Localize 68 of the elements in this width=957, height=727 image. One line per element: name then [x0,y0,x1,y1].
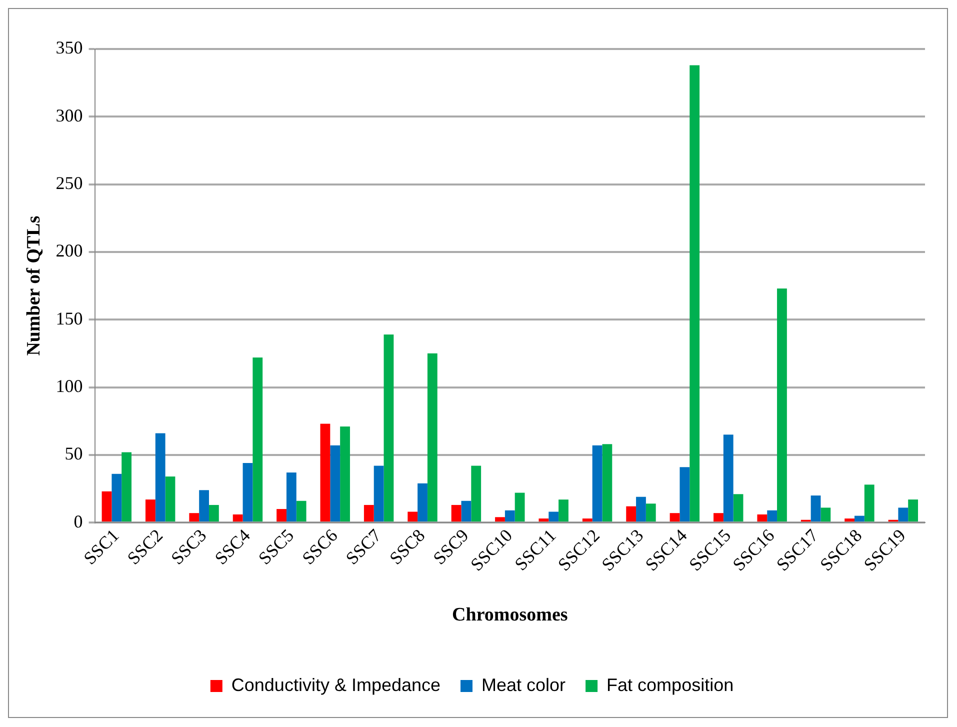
bar [733,494,744,522]
bar [810,495,821,522]
bar [252,357,263,522]
bar [626,506,636,522]
y-tick-label: 150 [56,308,83,328]
bar [558,500,568,522]
bar [646,504,656,522]
bar [690,65,700,522]
y-tick-label: 350 [56,38,83,58]
legend-label: Conductivity & Impedance [231,674,441,695]
legend-label: Meat color [482,674,566,695]
bar [330,445,340,522]
y-tick-label: 300 [56,105,83,126]
bar [538,518,549,522]
bar [670,513,680,522]
bar [495,517,505,522]
y-tick-label: 100 [56,376,83,396]
bar [514,492,525,522]
bar [451,504,462,522]
x-axis-title: Chromosomes [452,604,568,626]
bar [296,500,306,522]
bar [199,490,209,522]
bar [208,504,219,522]
bar [680,467,690,522]
bar [408,512,418,522]
y-tick-label: 0 [74,511,83,532]
y-tick-label: 250 [56,173,83,194]
bar [757,514,768,522]
bar [471,466,482,522]
bar [714,513,724,522]
y-axis-title: Number of QTLs [23,216,44,356]
bar [242,463,253,522]
bar [165,476,176,522]
bar [418,483,428,522]
bar [820,508,831,522]
bar [864,484,874,522]
bar [340,426,350,522]
bar [777,288,787,522]
bar [320,424,330,522]
bar [276,509,286,522]
bar [636,496,646,522]
bar [286,472,296,522]
bar [364,504,374,522]
bar [723,434,734,522]
bar [582,518,592,522]
bar [374,466,384,522]
bar [602,444,612,522]
bar [122,452,132,522]
bar [102,491,112,522]
bar [461,500,472,522]
legend-label: Fat composition [606,674,734,695]
bar [844,518,855,522]
bar [145,500,156,522]
bar [854,516,864,522]
bar [189,513,200,522]
bar [427,353,438,522]
y-tick-label: 50 [64,444,83,464]
bar [898,508,908,522]
bar [384,334,394,522]
bar [232,514,243,522]
bar [504,510,515,522]
bar [112,474,122,522]
bar [548,512,559,522]
bar [592,445,602,522]
bar [155,433,166,522]
bar [908,500,918,522]
y-tick-label: 200 [56,240,83,261]
bar [767,510,778,522]
